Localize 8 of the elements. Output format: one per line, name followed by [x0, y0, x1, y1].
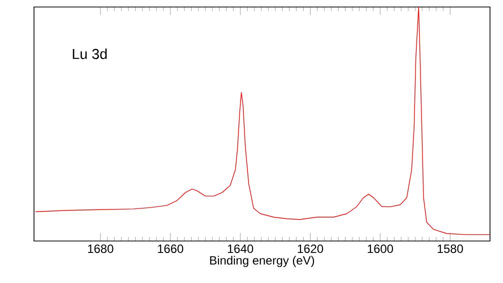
- x-tick-label: 1640: [228, 244, 254, 253]
- x-tick-label: 1660: [158, 244, 184, 253]
- x-tick-label: 1620: [298, 244, 324, 253]
- x-axis-title: Binding energy (eV): [210, 256, 314, 267]
- x-tick-label: 1600: [368, 244, 394, 253]
- x-tick-label: 1680: [88, 244, 114, 253]
- x-tick-label: 1580: [438, 244, 463, 253]
- annotation: Lu 3d: [72, 48, 107, 60]
